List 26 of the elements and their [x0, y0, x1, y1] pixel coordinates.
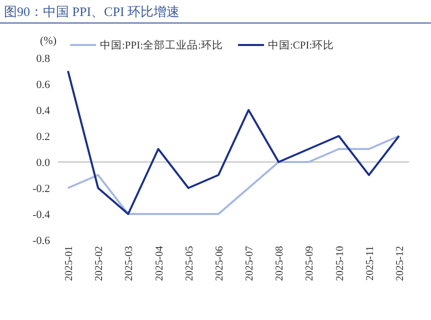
- legend-label: 中国:CPI:环比: [268, 38, 334, 52]
- x-tick-label: 2025-07: [244, 246, 256, 281]
- x-tick-label: 2025-04: [154, 245, 166, 281]
- x-tick-label: 2025-05: [184, 246, 196, 281]
- chart-title: 图90：中国 PPI、CPI 环比增速: [4, 4, 180, 19]
- legend-label: 中国:PPI:全部工业品:环比: [100, 38, 223, 52]
- y-axis-title: (%): [40, 35, 57, 47]
- x-tick-label: 2025-09: [304, 246, 316, 281]
- line-series: [67, 135, 400, 215]
- x-tick-label: 2025-06: [214, 246, 226, 281]
- y-tick-label: 0.8: [36, 52, 50, 65]
- x-tick-label: 2025-01: [64, 246, 75, 281]
- x-tick-label: 2025-10: [334, 246, 346, 281]
- line-series: [67, 70, 400, 215]
- y-tick-label: 0.0: [36, 156, 50, 169]
- x-tick-label: 2025-12: [395, 246, 406, 281]
- x-tick-label: 2025-03: [124, 246, 136, 281]
- x-tick-label: 2025-02: [94, 246, 106, 281]
- y-tick-label: -0.6: [32, 234, 50, 247]
- y-tick-label: 0.6: [36, 78, 50, 91]
- y-tick-label: -0.2: [32, 182, 50, 195]
- y-tick-label: -0.4: [32, 208, 50, 221]
- y-tick-label: 0.2: [36, 130, 50, 143]
- y-tick-label: 0.4: [36, 104, 50, 117]
- x-tick-label: 2025-08: [274, 246, 286, 281]
- x-tick-label: 2025-11: [364, 246, 376, 281]
